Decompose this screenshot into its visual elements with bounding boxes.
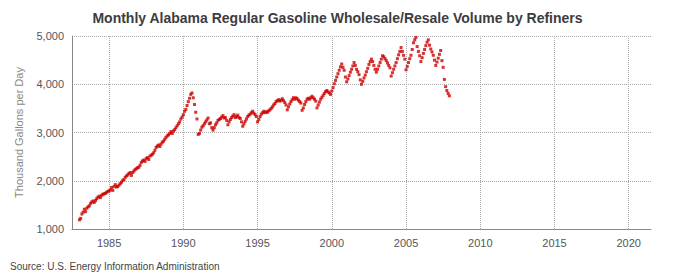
svg-text:4,000: 4,000 xyxy=(36,78,64,90)
svg-text:2015: 2015 xyxy=(542,237,566,249)
svg-text:Source: U.S. Energy Informatio: Source: U.S. Energy Information Administ… xyxy=(10,261,220,272)
svg-text:1990: 1990 xyxy=(171,237,195,249)
svg-text:Monthly Alabama Regular Gasoli: Monthly Alabama Regular Gasoline Wholesa… xyxy=(92,10,582,26)
svg-text:1,000: 1,000 xyxy=(36,223,64,235)
svg-text:2000: 2000 xyxy=(320,237,344,249)
svg-text:2005: 2005 xyxy=(394,237,418,249)
svg-text:2020: 2020 xyxy=(616,237,640,249)
svg-text:1985: 1985 xyxy=(97,237,121,249)
svg-text:5,000: 5,000 xyxy=(36,30,64,42)
svg-text:2,000: 2,000 xyxy=(36,175,64,187)
svg-text:2010: 2010 xyxy=(468,237,492,249)
svg-text:1995: 1995 xyxy=(245,237,269,249)
svg-text:Thousand Gallons per Day: Thousand Gallons per Day xyxy=(13,67,25,198)
svg-text:3,000: 3,000 xyxy=(36,127,64,139)
